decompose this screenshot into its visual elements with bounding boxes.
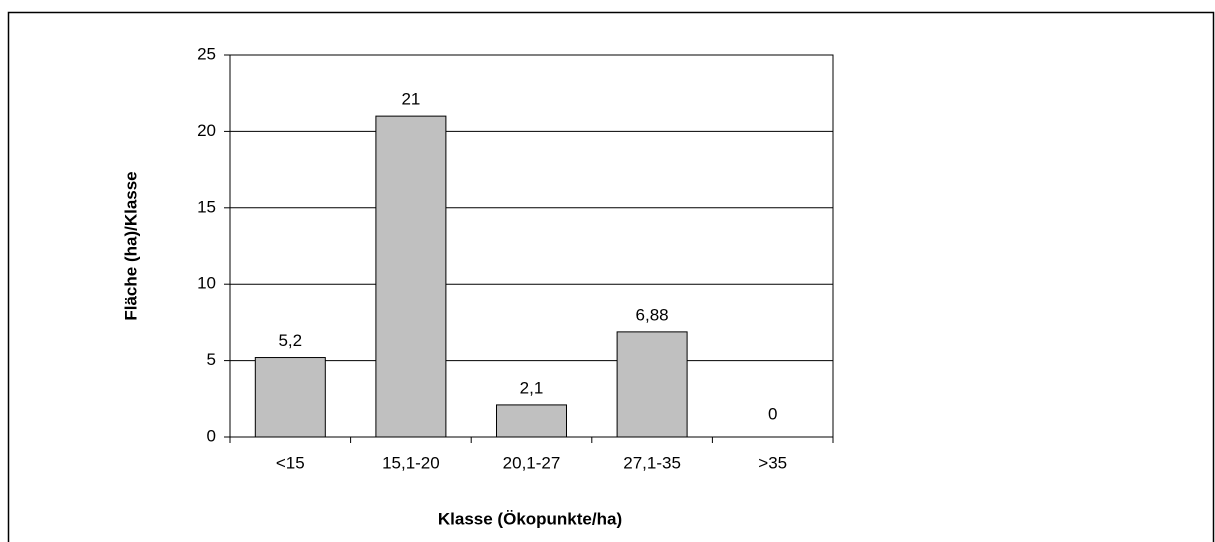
y-tick-label: 10 <box>197 274 216 293</box>
x-tick-label: >35 <box>758 453 787 472</box>
y-tick-label: 15 <box>197 197 216 216</box>
bar <box>254 357 326 438</box>
data-label: 5,2 <box>278 331 302 350</box>
data-label: 6,88 <box>636 305 669 324</box>
x-tick-label: 15,1-20 <box>382 453 440 472</box>
y-tick-label: 25 <box>197 44 216 63</box>
x-tick-label: 20,1-27 <box>503 453 561 472</box>
data-label: 2,1 <box>520 378 544 397</box>
x-tick-label: 27,1-35 <box>623 453 681 472</box>
y-axis-label: Fläche (ha)/Klasse <box>121 171 140 320</box>
x-axis-label: Klasse (Ökopunkte/ha) <box>438 509 622 528</box>
y-tick-label: 0 <box>207 426 216 445</box>
bar <box>375 115 447 438</box>
x-tick-label: <15 <box>276 453 305 472</box>
data-label: 21 <box>401 90 420 109</box>
bar <box>616 331 688 438</box>
y-tick-label: 20 <box>197 121 216 140</box>
data-label: 0 <box>768 404 777 423</box>
y-tick-label: 5 <box>207 350 216 369</box>
chart-border <box>7 11 1215 542</box>
bar <box>496 404 567 438</box>
